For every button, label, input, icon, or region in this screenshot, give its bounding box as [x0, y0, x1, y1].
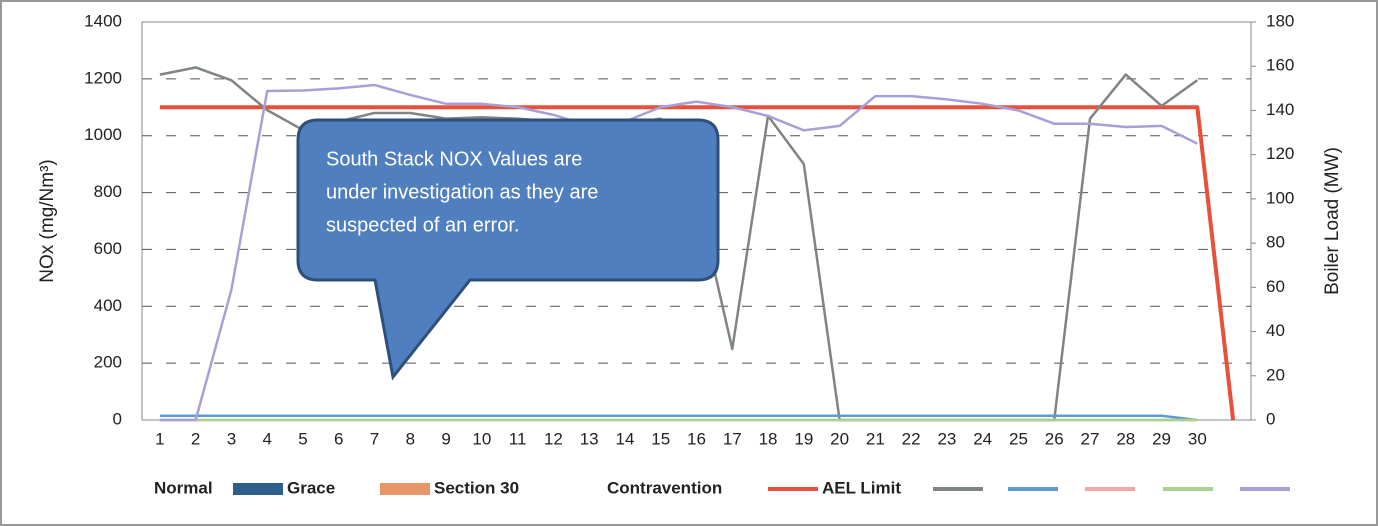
- x-tick-label: 25: [1009, 429, 1028, 448]
- x-tick-label: 19: [794, 429, 813, 448]
- x-tick-label: 9: [441, 429, 450, 448]
- line-series: [159, 414, 1198, 422]
- y2-tick-label: 180: [1266, 11, 1294, 30]
- x-tick-label: 21: [866, 429, 885, 448]
- annotation-line: suspected of an error.: [326, 214, 519, 236]
- y-tick-label: 200: [94, 353, 122, 372]
- annotation-line: South Stack NOX Values are: [326, 148, 582, 170]
- y2-tick-label: 80: [1266, 233, 1285, 252]
- legend-swatch: [380, 483, 430, 495]
- y2-tick-label: 160: [1266, 56, 1294, 75]
- x-tick-label: 26: [1045, 429, 1064, 448]
- x-tick-label: 12: [544, 429, 563, 448]
- y-tick-label: 400: [94, 296, 122, 315]
- line-series: [159, 83, 1198, 422]
- line-series: [159, 105, 1236, 421]
- x-tick-label: 3: [227, 429, 236, 448]
- x-tick-label: 16: [687, 429, 706, 448]
- x-tick-label: 1: [155, 429, 164, 448]
- legend-swatch: [233, 483, 283, 495]
- x-tick-label: 5: [298, 429, 307, 448]
- x-tick-label: 29: [1152, 429, 1171, 448]
- x-tick-label: 7: [370, 429, 379, 448]
- legend-label: Normal: [154, 478, 213, 497]
- y2-axis-label: Boiler Load (MW): [1322, 147, 1343, 295]
- y2-tick-label: 60: [1266, 277, 1285, 296]
- x-tick-label: 2: [191, 429, 200, 448]
- y-tick-label: 1200: [84, 68, 122, 87]
- x-tick-label: 23: [937, 429, 956, 448]
- x-tick-label: 18: [759, 429, 778, 448]
- annotation-line: under investigation as they are: [326, 181, 598, 203]
- legend-label: Section 30: [434, 478, 519, 497]
- x-tick-label: 20: [830, 429, 849, 448]
- y-tick-label: 600: [94, 239, 122, 258]
- x-tick-label: 15: [651, 429, 670, 448]
- callout-shape: [296, 118, 720, 381]
- legend-swatch: [100, 483, 150, 495]
- y2-tick-label: 120: [1266, 144, 1294, 163]
- x-tick-label: 24: [973, 429, 992, 448]
- legend-label: Contravention: [607, 478, 722, 497]
- x-tick-label: 14: [615, 429, 634, 448]
- y-tick-label: 1000: [84, 125, 122, 144]
- y2-tick-label: 100: [1266, 188, 1294, 207]
- y2-tick-label: 40: [1266, 321, 1285, 340]
- callout: South Stack NOX Values are under investi…: [296, 118, 720, 381]
- x-tick-label: 4: [262, 429, 271, 448]
- y2-tick-label: 20: [1266, 365, 1285, 384]
- y-tick-label: 800: [94, 182, 122, 201]
- y-tick-label: 0: [113, 409, 122, 428]
- y2-tick-label: 140: [1266, 100, 1294, 119]
- y-tick-label: 1400: [84, 11, 122, 30]
- legend-label: Grace: [287, 478, 335, 497]
- legend-label: AEL Limit: [822, 478, 901, 497]
- y-axis-label: NOx (mg/Nm³): [37, 159, 58, 282]
- x-tick-label: 22: [902, 429, 921, 448]
- x-tick-label: 27: [1081, 429, 1100, 448]
- x-tick-label: 8: [406, 429, 415, 448]
- x-tick-label: 30: [1188, 429, 1207, 448]
- y2-tick-label: 0: [1266, 409, 1275, 428]
- x-tick-label: 13: [580, 429, 599, 448]
- x-tick-label: 11: [509, 429, 527, 448]
- x-tick-label: 10: [472, 429, 491, 448]
- legend-swatch: [553, 483, 603, 495]
- x-tick-label: 17: [723, 429, 742, 448]
- x-tick-label: 6: [334, 429, 343, 448]
- x-tick-label: 28: [1116, 429, 1135, 448]
- plot: 0200400600800100012001400020406080100120…: [84, 11, 1294, 448]
